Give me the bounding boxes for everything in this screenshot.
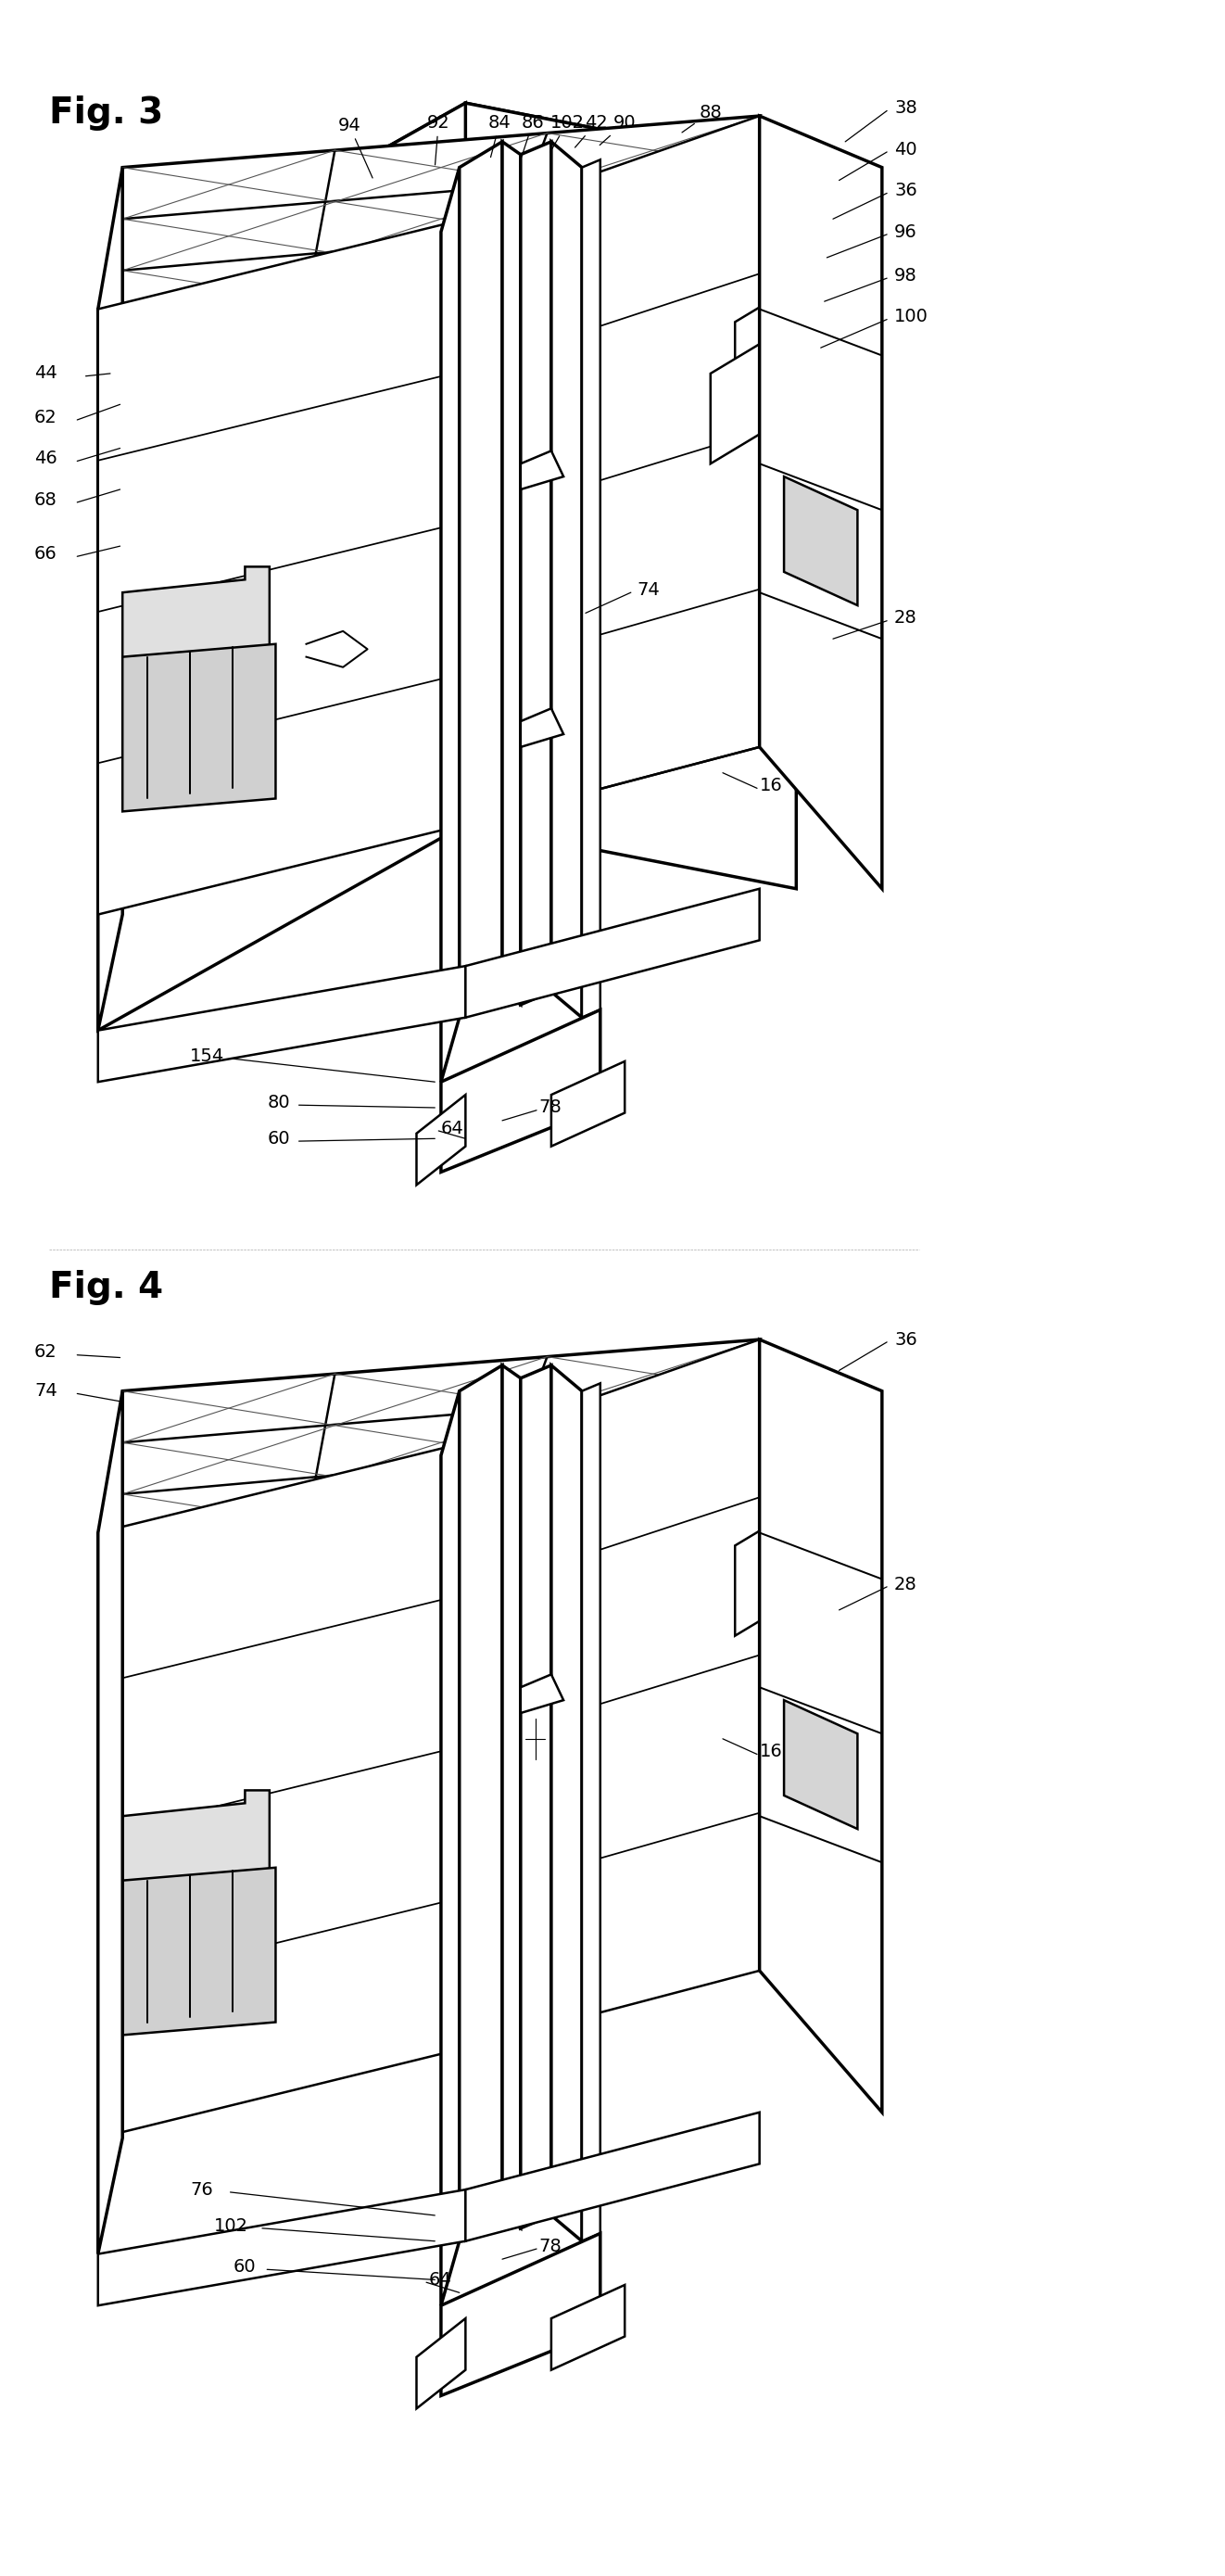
Polygon shape [784,1700,857,1829]
Polygon shape [441,167,459,1082]
Text: 16: 16 [760,1744,783,1759]
Text: 36: 36 [894,1332,918,1347]
Polygon shape [123,567,270,799]
Polygon shape [582,1383,600,2241]
Polygon shape [502,1365,521,2228]
Polygon shape [502,142,521,1005]
Polygon shape [441,2233,600,2396]
Text: 64: 64 [441,1121,464,1136]
Text: 62: 62 [34,1345,58,1360]
Text: 154: 154 [190,1048,224,1064]
Text: 38: 38 [894,100,918,116]
Text: 88: 88 [682,103,722,131]
Polygon shape [521,142,551,1005]
Text: 28: 28 [894,611,918,626]
Polygon shape [98,103,796,309]
Text: 80: 80 [267,1095,290,1110]
Text: 16: 16 [760,778,783,793]
Text: 98: 98 [894,268,918,283]
Polygon shape [735,270,821,412]
Text: 86: 86 [522,113,544,157]
Text: 62: 62 [34,410,58,425]
Polygon shape [459,142,502,1018]
Text: 36: 36 [894,183,918,198]
Text: 42: 42 [575,113,608,147]
Text: 44: 44 [34,366,58,381]
Polygon shape [459,1365,502,2241]
Polygon shape [735,1494,821,1636]
Text: 28: 28 [894,1577,918,1592]
Polygon shape [123,1868,276,2035]
Polygon shape [466,2112,760,2241]
Polygon shape [98,2190,465,2306]
Text: 84: 84 [489,113,511,157]
Polygon shape [98,1391,123,2254]
Polygon shape [466,1340,760,2048]
Polygon shape [760,1340,882,2112]
Polygon shape [551,1365,582,2241]
Polygon shape [123,644,276,811]
Polygon shape [551,2285,625,2370]
Polygon shape [521,708,564,747]
Polygon shape [551,142,582,1018]
Polygon shape [123,116,760,322]
Polygon shape [416,2318,466,2409]
Text: 40: 40 [894,142,918,157]
Polygon shape [466,103,796,889]
Polygon shape [760,116,882,889]
Text: 66: 66 [34,546,58,562]
Text: 90: 90 [600,113,636,144]
Polygon shape [466,116,760,824]
Polygon shape [441,1010,600,1172]
Text: 60: 60 [233,2259,256,2275]
Text: 76: 76 [190,2182,213,2197]
Polygon shape [98,1443,465,2138]
Polygon shape [521,1365,551,2228]
Text: 102: 102 [550,113,584,152]
Polygon shape [98,167,123,1030]
Polygon shape [98,103,465,1030]
Polygon shape [710,322,796,464]
Text: Fig. 3: Fig. 3 [49,95,163,131]
Text: 64: 64 [429,2272,452,2287]
Text: Fig. 4: Fig. 4 [49,1270,163,1306]
Polygon shape [784,477,857,605]
Polygon shape [582,160,600,1018]
Text: 102: 102 [214,2218,249,2233]
Polygon shape [98,966,465,1082]
Text: 74: 74 [34,1383,58,1399]
Text: 74: 74 [637,582,660,598]
Text: 100: 100 [894,309,929,325]
Text: 96: 96 [894,224,918,240]
Polygon shape [98,219,465,914]
Polygon shape [441,1391,459,2306]
Polygon shape [521,1674,564,1713]
Polygon shape [551,1061,625,1146]
Text: 94: 94 [338,116,372,178]
Polygon shape [521,451,564,489]
Text: 68: 68 [34,492,58,507]
Text: 92: 92 [428,113,450,165]
Text: 46: 46 [34,451,58,466]
Polygon shape [416,1095,466,1185]
Text: 78: 78 [539,2239,562,2254]
Polygon shape [466,889,760,1018]
Text: 78: 78 [539,1100,562,1115]
Polygon shape [123,1790,270,2022]
Polygon shape [123,1340,760,1546]
Text: 60: 60 [267,1131,290,1146]
